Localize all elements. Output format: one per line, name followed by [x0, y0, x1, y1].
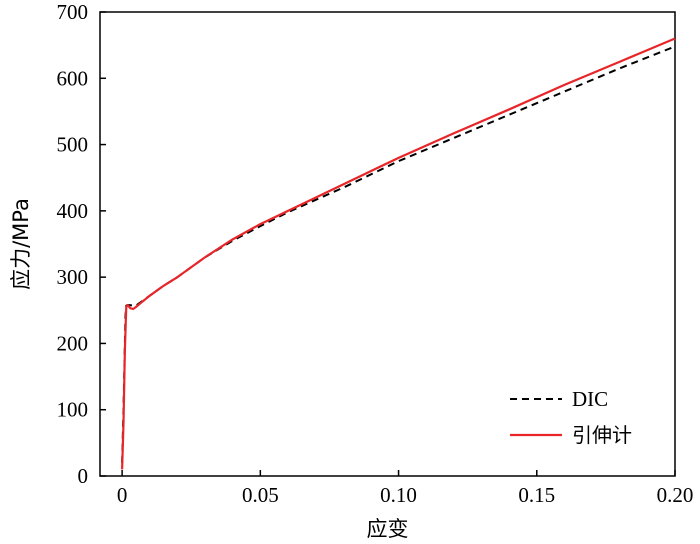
y-tick-label: 0	[78, 464, 89, 488]
x-tick-label: 0.05	[242, 483, 279, 507]
legend-label-dic: DIC	[572, 387, 608, 411]
y-tick-label: 400	[57, 199, 89, 223]
axis-ticks: 0 0.05 0.10 0.15 0.20 0 100 200 300 400 500 600 700	[57, 0, 694, 507]
x-tick-label: 0.15	[518, 483, 555, 507]
y-tick-label: 200	[57, 331, 89, 355]
legend: DIC 引伸计	[510, 387, 632, 447]
x-tick-label: 0.20	[657, 483, 694, 507]
x-axis-title: 应变	[367, 517, 409, 541]
y-axis-title: 应力/MPa	[9, 198, 33, 290]
series-line-extensometer	[121, 37, 676, 470]
y-tick-label: 500	[57, 133, 89, 157]
y-tick-label: 600	[57, 66, 89, 90]
x-tick-label: 0	[117, 483, 128, 507]
plot-border	[99, 11, 676, 477]
y-tick-label: 700	[57, 0, 89, 24]
legend-label-extensometer: 引伸计	[572, 423, 632, 447]
y-tick-label: 300	[57, 265, 89, 289]
y-tick-label: 100	[57, 398, 89, 422]
x-tick-label: 0.10	[380, 483, 417, 507]
plot-frame	[99, 11, 676, 477]
series-layer	[121, 37, 676, 470]
